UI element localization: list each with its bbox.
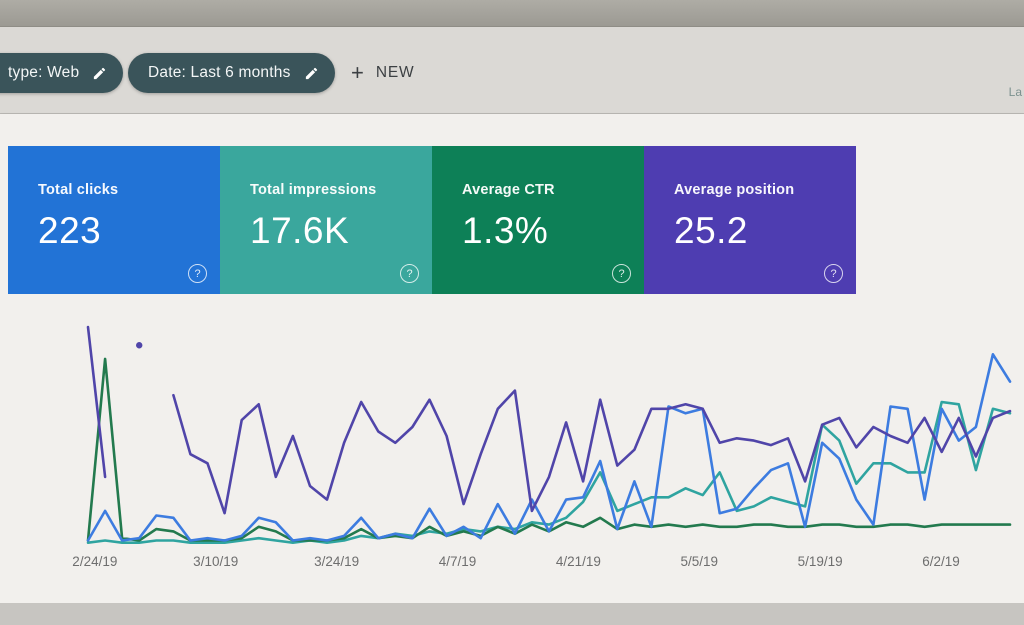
cropped-right-text: La [1008, 85, 1022, 99]
metric-card-value: 17.6K [250, 210, 350, 251]
performance-chart[interactable] [86, 318, 1012, 545]
edit-pencil-icon[interactable] [304, 66, 319, 81]
metric-cards-row: Total clicks 223 ? Total impressions 17.… [8, 146, 856, 294]
metric-card-average-position[interactable]: Average position 25.2 ? [644, 146, 856, 294]
new-filter-button[interactable]: + NEW [345, 51, 420, 95]
filter-bar: type: Web Date: Last 6 months + NEW La [0, 27, 1024, 114]
desk-background [0, 603, 1024, 625]
performance-panel: Total clicks 223 ? Total impressions 17.… [0, 114, 1024, 603]
filter-chip-search-type-label: type: Web [8, 64, 80, 81]
help-icon[interactable]: ? [824, 264, 843, 283]
x-axis-label: 6/2/19 [922, 554, 960, 569]
metric-card-label: Average CTR [462, 182, 555, 198]
chart-line-total-clicks [86, 352, 1012, 542]
metric-card-value: 223 [38, 210, 102, 251]
edit-pencil-icon[interactable] [92, 66, 107, 81]
filter-chip-search-type[interactable]: type: Web [0, 53, 124, 93]
metric-card-average-ctr[interactable]: Average CTR 1.3% ? [432, 146, 644, 294]
performance-chart-svg [86, 325, 1012, 544]
x-axis-label: 3/10/19 [193, 554, 239, 569]
x-axis-label: 2/24/19 [72, 554, 118, 569]
metric-card-label: Total impressions [250, 182, 377, 198]
metric-card-total-impressions[interactable]: Total impressions 17.6K ? [220, 146, 432, 294]
x-axis-label: 4/21/19 [555, 554, 601, 569]
help-icon[interactable]: ? [188, 264, 207, 283]
x-axis-label: 5/19/19 [797, 554, 843, 569]
chart-line-average-ctr [86, 357, 1012, 542]
metric-card-label: Total clicks [38, 182, 119, 198]
help-icon[interactable]: ? [400, 264, 419, 283]
filter-chip-date-label: Date: Last 6 months [148, 64, 291, 81]
plus-icon: + [351, 60, 364, 85]
metric-card-label: Average position [674, 182, 795, 198]
filter-chip-date[interactable]: Date: Last 6 months [128, 53, 335, 93]
x-axis-label: 4/7/19 [438, 554, 477, 569]
chart-line-average-position [172, 389, 1012, 515]
metric-card-value: 25.2 [674, 210, 749, 251]
x-axis-label: 5/5/19 [680, 554, 719, 569]
x-axis-labels: 2/24/19 3/10/19 3/24/19 4/7/19 4/21/19 5/5/19… [72, 554, 1010, 574]
chart-line-average-position [86, 325, 107, 479]
chart-point-average-position [136, 342, 143, 349]
chart-line-total-impressions [86, 400, 1012, 544]
new-filter-button-label: NEW [375, 64, 415, 81]
x-axis-label: 3/24/19 [314, 554, 360, 569]
window-top-edge [0, 0, 1024, 27]
metric-card-value: 1.3% [462, 210, 549, 251]
help-icon[interactable]: ? [612, 264, 631, 283]
metric-card-total-clicks[interactable]: Total clicks 223 ? [8, 146, 220, 294]
